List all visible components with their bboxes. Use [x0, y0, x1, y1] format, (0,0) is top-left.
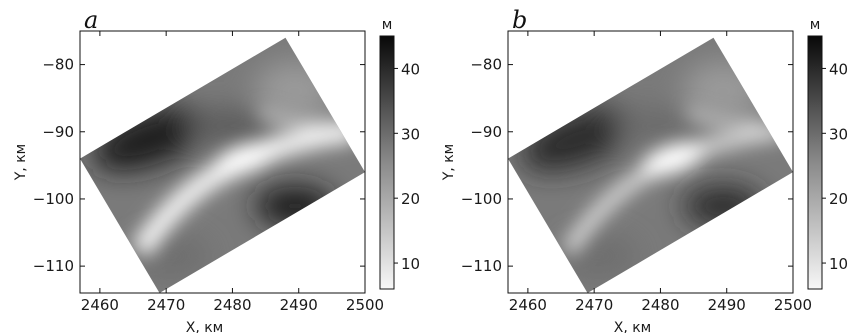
panel-letter: a — [84, 6, 98, 34]
x-tick-label: 2490 — [708, 296, 746, 314]
bright-ridge — [130, 106, 357, 258]
ridge-branch — [686, 106, 764, 128]
dark-zone — [92, 107, 208, 171]
y-tick-label: −90 — [42, 123, 74, 141]
dark-zone-lower — [683, 186, 763, 226]
plot-frame — [79, 30, 366, 294]
y-tick-label: −80 — [470, 56, 502, 74]
x-tick-label: 2500 — [346, 296, 384, 314]
x-tick-label: 2490 — [280, 296, 318, 314]
y-tick-label: −100 — [33, 190, 74, 208]
y-tick-label: −110 — [461, 257, 502, 275]
ridge-peak — [642, 142, 704, 176]
panel-b: 2460 2470 2480 2490 2500 −80 −90 −100 −110 X, км Y… — [441, 6, 848, 333]
x-tick-label: 2480 — [641, 296, 679, 314]
x-tick-label: 2460 — [81, 296, 119, 314]
x-axis-label: X, км — [186, 320, 224, 333]
plot-frame — [507, 30, 794, 294]
x-tick-label: 2500 — [774, 296, 812, 314]
ridge-branch — [258, 106, 336, 128]
panel-letter: b — [512, 6, 527, 34]
colorbar-tick-label: 20 — [401, 190, 420, 208]
panel-a: 2460 2470 2480 2490 2500 −80 −90 −100 −110 X, км Y… — [13, 6, 420, 333]
colorbar-tick-label: 30 — [401, 125, 420, 143]
mid-zone — [185, 108, 275, 144]
y-tick-label: −90 — [470, 123, 502, 141]
bright-ridge — [561, 106, 785, 256]
x-tick-label: 2470 — [575, 296, 613, 314]
colorbar — [807, 35, 823, 290]
y-tick-label: −80 — [42, 56, 74, 74]
colorbar-tick-label: 10 — [829, 255, 848, 273]
mid-zone — [613, 108, 703, 144]
colorbar-tick-label: 40 — [829, 60, 848, 78]
dark-zone — [520, 107, 636, 171]
y-tick-label: −110 — [33, 257, 74, 275]
x-tick-label: 2480 — [213, 296, 251, 314]
dark-zone-lower — [255, 186, 335, 226]
colorbar-unit: м — [810, 17, 821, 33]
colorbar-tick-label: 40 — [401, 60, 420, 78]
y-axis-label: Y, км — [441, 144, 457, 181]
colorbar-tick-label: 10 — [401, 255, 420, 273]
heatmap-field — [80, 37, 365, 293]
heatmap-field — [508, 37, 793, 293]
x-tick-label: 2460 — [509, 296, 547, 314]
colorbar — [379, 35, 395, 290]
heatmap-blobs — [92, 61, 335, 278]
y-axis-label: Y, км — [13, 144, 29, 181]
x-axis-label: X, км — [614, 320, 652, 333]
colorbar-tick-label: 30 — [829, 125, 848, 143]
colorbar-tick-label: 20 — [829, 190, 848, 208]
colorbar-unit: м — [382, 17, 393, 33]
y-tick-label: −100 — [461, 190, 502, 208]
ridge-peak — [214, 142, 276, 176]
x-tick-label: 2470 — [147, 296, 185, 314]
